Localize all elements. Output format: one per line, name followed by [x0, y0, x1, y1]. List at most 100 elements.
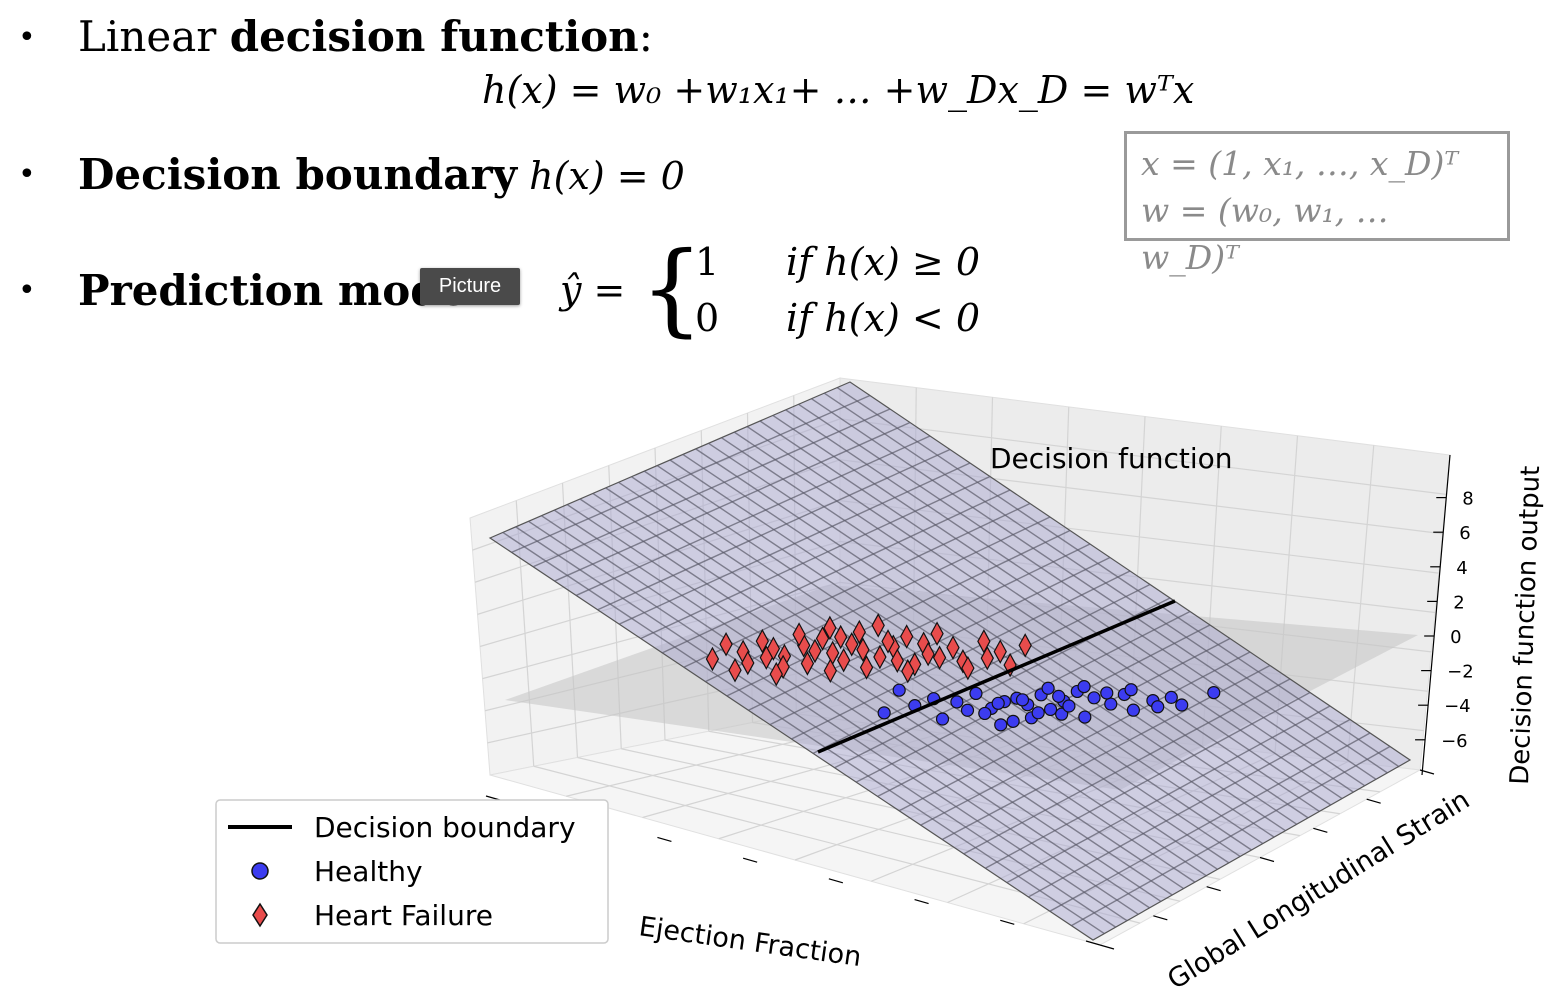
surface-mesh-line: [836, 386, 1400, 768]
heart-failure-point: [932, 645, 947, 670]
line1-prefix: Linear: [78, 12, 230, 61]
z-axis-line: [1421, 454, 1451, 776]
surface-mesh-line: [682, 453, 1264, 845]
y-axis-tick: [1206, 886, 1221, 892]
healthy-point: [1055, 707, 1069, 721]
x-axis-tick: [1085, 940, 1101, 946]
z-axis-ticks: 8 6 4 2 0 −2 −4 −6: [1415, 489, 1474, 752]
healthy-point: [1124, 683, 1138, 697]
healthy-point: [1043, 702, 1058, 717]
heart-failure-point: [873, 644, 887, 670]
heart-failure-point: [901, 658, 915, 684]
surface-mesh-line: [812, 583, 1151, 754]
bullet-3: •: [18, 273, 36, 308]
healthy-point: [1104, 697, 1118, 711]
heart-failure-point: [845, 632, 859, 657]
heart-failure-point: [881, 629, 895, 654]
heart-failure-point: [859, 655, 874, 680]
surface-mesh-line: [1028, 718, 1351, 898]
surface-mesh-line: [823, 392, 1388, 774]
heart-failure-point: [834, 624, 848, 650]
surface-mesh-line: [759, 420, 1332, 806]
healthy-point: [1077, 680, 1091, 694]
heart-failure-point: [1018, 633, 1032, 658]
surface-mesh-line: [798, 403, 1366, 787]
healthy-point: [1207, 685, 1221, 700]
healthy-point: [1052, 689, 1066, 703]
x-axis-tick: [914, 898, 929, 905]
healthy-point: [935, 712, 950, 726]
surface-mesh-line: [746, 425, 1320, 813]
healthy-point: [1078, 710, 1092, 724]
surface-mesh-line: [1071, 745, 1391, 927]
healthy-point: [1087, 691, 1101, 705]
surface-mesh-line: [733, 431, 1309, 819]
legend-healthy-swatch: [251, 862, 269, 880]
surface-mesh-line: [785, 409, 1354, 793]
bullet-line-decision-function: Linear decision function:: [78, 12, 653, 61]
z-axis-label: Decision function output: [1505, 465, 1546, 785]
bullet-1: •: [18, 20, 36, 55]
z-tick-label: 2: [1453, 592, 1464, 613]
piecewise-value-1: 1: [695, 240, 720, 284]
definition-w: w = (w₀, w₁, … w_D)ᵀ: [1141, 191, 1389, 277]
piecewise-cond-1: if h(x) ≥ 0: [786, 240, 981, 284]
heart-failure-point: [871, 613, 885, 638]
healthy-point: [950, 695, 964, 709]
legend-label-heart-failure: Heart Failure: [314, 899, 493, 932]
x-axis-tick: [742, 857, 758, 863]
heart-failure-point: [899, 624, 914, 649]
surface-mesh-line: [1006, 705, 1331, 884]
decision-boundary-line: [817, 599, 1176, 754]
bullet-line-prediction-model: Prediction model: [78, 266, 482, 315]
piecewise-brace: {: [640, 230, 704, 347]
line2-math: h(x) = 0: [517, 154, 685, 198]
z-tick-label: 4: [1456, 558, 1467, 579]
heart-failure-point: [705, 646, 720, 672]
line1-bold: decision function: [229, 12, 639, 61]
surface-mesh-line: [1049, 732, 1371, 912]
healthy-point: [1015, 693, 1030, 707]
surface-mesh-line: [963, 678, 1291, 855]
heart-failure-point: [719, 632, 733, 657]
z-tick-label: −6: [1441, 731, 1468, 752]
heart-failure-point: [800, 651, 815, 676]
surface-mesh-line: [920, 651, 1251, 826]
heart-failure-point: [741, 650, 755, 676]
heart-failure-point: [980, 645, 994, 671]
heart-failure-point: [728, 657, 742, 683]
heart-failure-point: [961, 655, 975, 681]
y-axis-tick: [1259, 856, 1275, 863]
healthy-point: [1031, 706, 1045, 720]
healthy-point: [877, 706, 891, 720]
heart-failure-point: [823, 615, 837, 641]
y-axis-tick: [1153, 915, 1168, 921]
healthy-point: [1126, 703, 1140, 717]
heart-failure-point: [836, 647, 851, 673]
heart-failure-point: [946, 635, 960, 660]
y-axis-tick: [1099, 944, 1115, 950]
y-axis-tick: [1419, 769, 1435, 775]
definition-x: x = (1, x₁, …, x_D)ᵀ: [1141, 144, 1459, 183]
healthy-point: [1006, 714, 1020, 728]
z-tick-label: −2: [1447, 662, 1474, 683]
piecewise-lhs: ŷ =: [560, 268, 626, 312]
surface-mesh-line: [708, 442, 1286, 832]
surface-mesh-line: [721, 437, 1298, 825]
heart-failure-point: [769, 661, 783, 687]
healthy-point: [1175, 698, 1189, 712]
heart-failure-point: [755, 628, 770, 654]
grid-line: [1346, 445, 1375, 762]
x-axis-tick: [657, 836, 672, 843]
healthy-point: [1100, 686, 1114, 700]
legend-label-boundary: Decision boundary: [314, 811, 576, 844]
y-axis-tick: [1366, 798, 1381, 804]
line3-bold: Prediction model: [78, 266, 483, 315]
data-points: [705, 613, 1221, 732]
y-axis-tick: [1313, 827, 1328, 833]
piecewise-value-2: 0: [695, 296, 720, 340]
healthy-point: [892, 683, 906, 697]
heart-failure-point: [921, 641, 935, 667]
x-axis-label: Ejection Fraction: [637, 911, 863, 973]
x-axis-tick: [1000, 919, 1015, 925]
